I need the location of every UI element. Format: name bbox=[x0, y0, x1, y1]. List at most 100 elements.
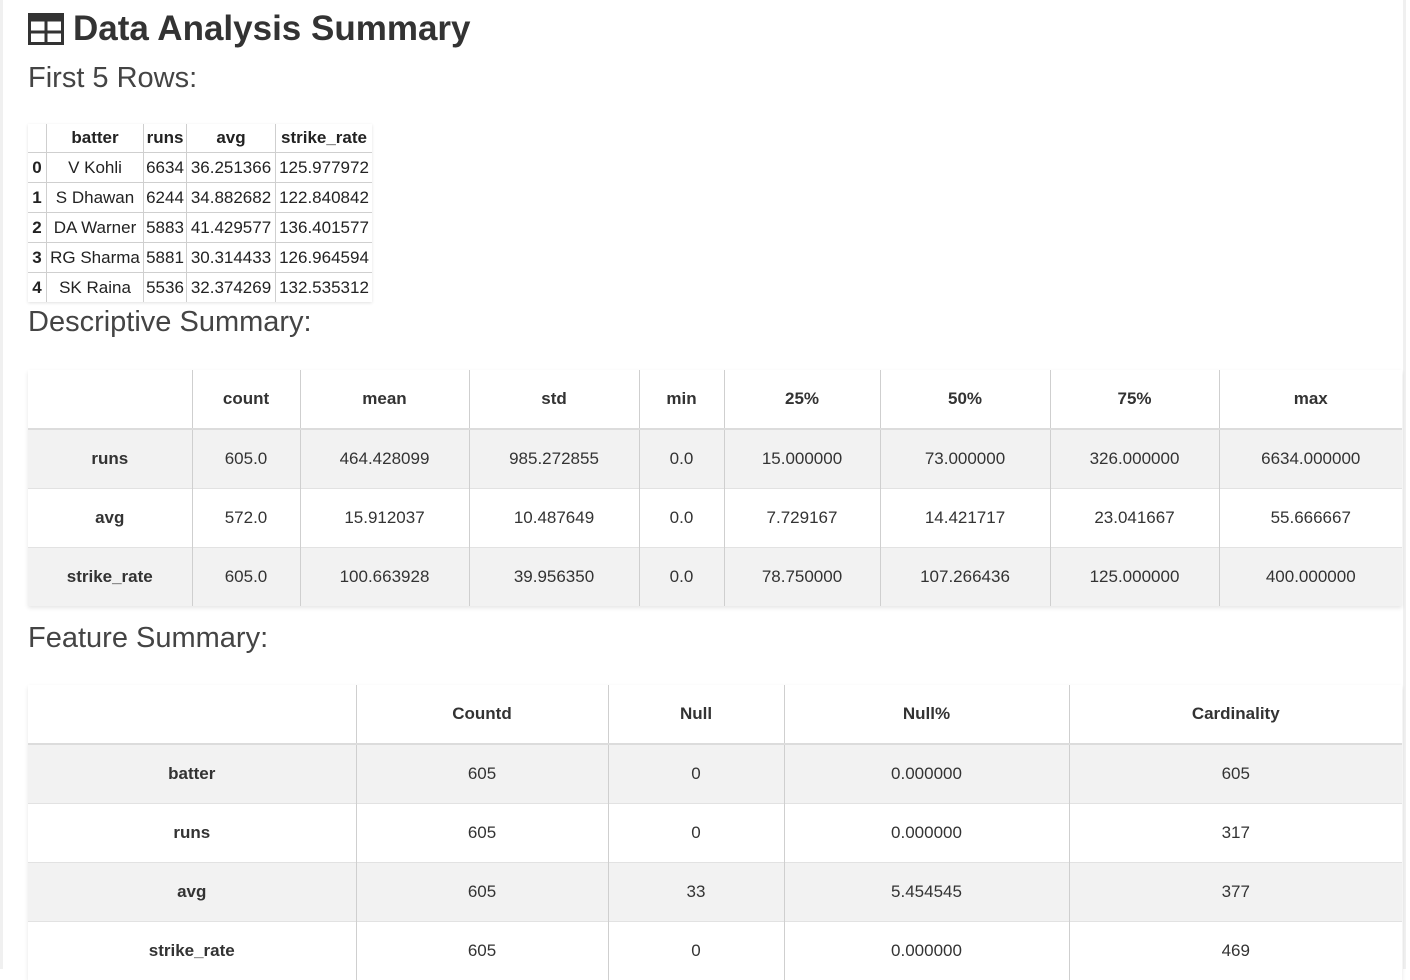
feature-summary-heading: Feature Summary: bbox=[28, 620, 268, 656]
row-index: 2 bbox=[28, 213, 47, 243]
table-cell: 6244 bbox=[144, 183, 187, 213]
table-cell: 5536 bbox=[144, 273, 187, 303]
table-cell: 5883 bbox=[144, 213, 187, 243]
column-header: max bbox=[1219, 370, 1402, 429]
table-row: batter 605 0 0.000000 605 bbox=[28, 744, 1402, 804]
table-cell: 0 bbox=[608, 922, 784, 980]
table-row: 3 RG Sharma 5881 30.314433 126.964594 bbox=[28, 243, 372, 273]
table-header-row: Countd Null Null% Cardinality bbox=[28, 685, 1402, 744]
table-cell: 55.666667 bbox=[1219, 489, 1402, 548]
table-cell: 30.314433 bbox=[187, 243, 276, 273]
table-cell: 14.421717 bbox=[880, 489, 1050, 548]
row-index: avg bbox=[28, 489, 192, 548]
index-header bbox=[28, 370, 192, 429]
table-cell: S Dhawan bbox=[47, 183, 144, 213]
table-cell: 605 bbox=[356, 922, 608, 980]
column-header: strike_rate bbox=[276, 124, 373, 153]
table-cell: 23.041667 bbox=[1050, 489, 1219, 548]
table-icon bbox=[28, 13, 64, 45]
page-title-text: Data Analysis Summary bbox=[73, 8, 471, 50]
table-cell: SK Raina bbox=[47, 273, 144, 303]
table-cell: RG Sharma bbox=[47, 243, 144, 273]
table-row: 1 S Dhawan 6244 34.882682 122.840842 bbox=[28, 183, 372, 213]
row-index: 4 bbox=[28, 273, 47, 303]
table-cell: 73.000000 bbox=[880, 429, 1050, 489]
table-cell: 126.964594 bbox=[276, 243, 373, 273]
table-cell: 125.977972 bbox=[276, 153, 373, 183]
table-cell: 469 bbox=[1069, 922, 1402, 980]
table-cell: 15.912037 bbox=[300, 489, 469, 548]
table-cell: 10.487649 bbox=[469, 489, 639, 548]
table-cell: 136.401577 bbox=[276, 213, 373, 243]
row-index: 1 bbox=[28, 183, 47, 213]
row-index: strike_rate bbox=[28, 548, 192, 607]
table-header-row: count mean std min 25% 50% 75% max bbox=[28, 370, 1402, 429]
row-index: runs bbox=[28, 804, 356, 863]
index-header bbox=[28, 124, 47, 153]
table-cell: 0.0 bbox=[639, 548, 724, 607]
column-header: mean bbox=[300, 370, 469, 429]
table-cell: 605 bbox=[356, 804, 608, 863]
table-cell: 39.956350 bbox=[469, 548, 639, 607]
table-header-row: batter runs avg strike_rate bbox=[28, 124, 372, 153]
table-cell: V Kohli bbox=[47, 153, 144, 183]
column-header: Null% bbox=[784, 685, 1069, 744]
table-cell: 5881 bbox=[144, 243, 187, 273]
table-cell: 5.454545 bbox=[784, 863, 1069, 922]
table-cell: 34.882682 bbox=[187, 183, 276, 213]
table-cell: 0.0 bbox=[639, 429, 724, 489]
column-header: std bbox=[469, 370, 639, 429]
table-cell: 0 bbox=[608, 804, 784, 863]
table-cell: 985.272855 bbox=[469, 429, 639, 489]
table-cell: 7.729167 bbox=[724, 489, 880, 548]
table-cell: 122.840842 bbox=[276, 183, 373, 213]
index-header bbox=[28, 685, 356, 744]
table-cell: 41.429577 bbox=[187, 213, 276, 243]
table-cell: 100.663928 bbox=[300, 548, 469, 607]
column-header: count bbox=[192, 370, 300, 429]
table-cell: DA Warner bbox=[47, 213, 144, 243]
table-row: avg 605 33 5.454545 377 bbox=[28, 863, 1402, 922]
table-row: runs 605 0 0.000000 317 bbox=[28, 804, 1402, 863]
table-cell: 36.251366 bbox=[187, 153, 276, 183]
column-header: min bbox=[639, 370, 724, 429]
table-row: avg 572.0 15.912037 10.487649 0.0 7.7291… bbox=[28, 489, 1402, 548]
table-row: 4 SK Raina 5536 32.374269 132.535312 bbox=[28, 273, 372, 303]
page-right-border bbox=[1403, 0, 1406, 969]
page-left-border bbox=[0, 0, 3, 969]
table-cell: 107.266436 bbox=[880, 548, 1050, 607]
table-cell: 78.750000 bbox=[724, 548, 880, 607]
descriptive-summary-heading: Descriptive Summary: bbox=[28, 304, 312, 340]
table-row: strike_rate 605 0 0.000000 469 bbox=[28, 922, 1402, 980]
table-cell: 125.000000 bbox=[1050, 548, 1219, 607]
table-cell: 605.0 bbox=[192, 429, 300, 489]
descriptive-summary-table: count mean std min 25% 50% 75% max runs … bbox=[28, 370, 1402, 606]
row-index: 3 bbox=[28, 243, 47, 273]
table-cell: 317 bbox=[1069, 804, 1402, 863]
feature-summary-table: Countd Null Null% Cardinality batter 605… bbox=[28, 685, 1402, 980]
table-cell: 132.535312 bbox=[276, 273, 373, 303]
row-index: strike_rate bbox=[28, 922, 356, 980]
table-cell: 464.428099 bbox=[300, 429, 469, 489]
table-cell: 605 bbox=[1069, 744, 1402, 804]
column-header: runs bbox=[144, 124, 187, 153]
row-index: runs bbox=[28, 429, 192, 489]
table-cell: 0.000000 bbox=[784, 744, 1069, 804]
page-title: Data Analysis Summary bbox=[28, 8, 471, 50]
column-header: Countd bbox=[356, 685, 608, 744]
table-cell: 33 bbox=[608, 863, 784, 922]
row-index: 0 bbox=[28, 153, 47, 183]
table-cell: 605 bbox=[356, 863, 608, 922]
column-header: Cardinality bbox=[1069, 685, 1402, 744]
first-rows-table: batter runs avg strike_rate 0 V Kohli 66… bbox=[28, 124, 372, 302]
table-cell: 400.000000 bbox=[1219, 548, 1402, 607]
table-cell: 0.000000 bbox=[784, 804, 1069, 863]
table-cell: 572.0 bbox=[192, 489, 300, 548]
first-rows-heading: First 5 Rows: bbox=[28, 60, 197, 96]
column-header: batter bbox=[47, 124, 144, 153]
column-header: 50% bbox=[880, 370, 1050, 429]
row-index: batter bbox=[28, 744, 356, 804]
table-cell: 605 bbox=[356, 744, 608, 804]
table-cell: 6634 bbox=[144, 153, 187, 183]
table-row: 0 V Kohli 6634 36.251366 125.977972 bbox=[28, 153, 372, 183]
